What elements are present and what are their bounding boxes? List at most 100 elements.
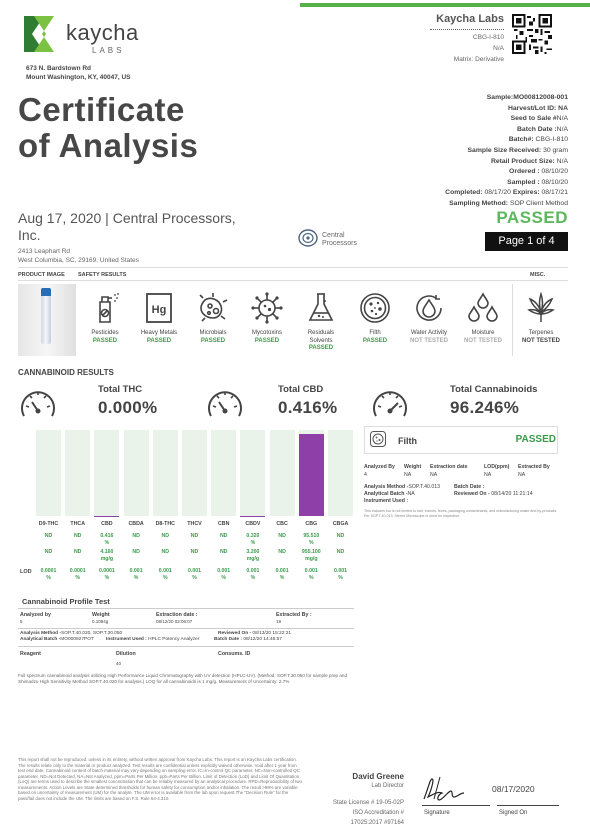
water-drop-icon — [416, 295, 442, 321]
category-label-d8-thc: D8-THC — [155, 521, 175, 527]
filth-batch: Analytical Batch -NA — [364, 491, 415, 497]
mgg-value-cbc: ND — [278, 549, 286, 555]
misc-heading: MISC. — [530, 272, 546, 278]
profile-divider — [18, 628, 354, 629]
percent-value-cbg: 95.510 % — [303, 533, 320, 546]
percent-value-cbga: ND — [336, 533, 345, 539]
profile-analyzed-by-label: Analyzed by — [20, 612, 51, 618]
bar-background-cbc — [269, 430, 295, 516]
filth-extracted-by: NA — [518, 472, 526, 478]
client-logo-text: Central Processors — [322, 232, 358, 247]
client-address: 2413 Leaphart Rd West Columbia, SC, 2916… — [18, 248, 139, 264]
lod-value-cbda: 0.001 % — [129, 568, 143, 581]
signer-credentials: State License # 19-05-02P ISO Accreditat… — [332, 800, 404, 826]
mgg-value-thca: ND — [73, 549, 82, 555]
lab-na: N/A — [493, 45, 504, 52]
lod-value-cbd: 0.0001 % — [98, 568, 115, 581]
qr-code-icon[interactable] — [512, 14, 552, 54]
petri-dish-icon — [360, 293, 390, 323]
filth-method: Analysis Method -SOP.T.40.013 — [364, 484, 441, 490]
terpene-leaf-icon — [527, 291, 555, 322]
filth-extracted-by-label: Extracted By — [518, 464, 550, 470]
cannabinoid-bar-chart — [36, 430, 353, 516]
heavy-metal-hg-icon: Hg — [146, 293, 172, 323]
filth-lod-label: LOD(ppm) — [484, 464, 510, 470]
lod-value-cbg: 0.001 % — [304, 568, 318, 581]
product-tube-image — [41, 288, 51, 344]
misc-divider — [512, 284, 513, 356]
bar-background-d9-thc — [36, 430, 61, 516]
filth-note: This includes but is not limited to hair… — [364, 509, 558, 518]
lod-value-thcv: 0.001 % — [188, 568, 201, 581]
profile-instrument: Instrument Used : HPLC Potency Analyzer — [106, 637, 200, 642]
bar-background-thca — [65, 430, 91, 516]
percent-value-cbdv: 0.320 % — [246, 533, 260, 546]
filth-instrument-label: Instrument Used : — [364, 498, 409, 504]
signer-name: David Greene — [352, 772, 404, 781]
profile-divider — [18, 646, 354, 647]
lod-value-thca: 0.0001 % — [69, 568, 86, 581]
category-label-thca: THCA — [70, 521, 86, 527]
mgg-value-cbdv: 3.200 mg/g — [246, 549, 260, 562]
profile-extracted-by-label: Extracted By : — [276, 612, 312, 618]
product-tube-cap — [41, 288, 51, 296]
profile-reagent-label: Reagent — [20, 651, 41, 657]
bar-background-cbd — [94, 430, 120, 516]
sample-details: Sample:MO00812008-001 Harvest/Lot ID: NA… — [445, 94, 568, 207]
profile-extraction-date-label: Extraction date : — [156, 612, 198, 618]
filth-reviewed: Reviewed On - 08/14/20 11:21:14 — [454, 491, 533, 497]
total-thc-value: 0.000% — [98, 398, 158, 417]
report-date-client: Aug 17, 2020 | Central Processors, Inc. — [18, 210, 236, 243]
bar-background-d8-thc — [152, 430, 178, 516]
mgg-value-thcv: ND — [190, 549, 199, 555]
profile-analyzed-by: 5 — [20, 619, 23, 624]
mgg-value-d8-thc: ND — [161, 549, 170, 555]
category-label-cbn: CBN — [217, 521, 230, 527]
profile-dilution-label: Dilution — [116, 651, 136, 657]
lod-value-cbga: 0.001 % — [334, 568, 347, 581]
filth-status: PASSED — [515, 434, 556, 445]
signer-role: Lab Director — [371, 783, 404, 789]
bar-background-cbda — [123, 430, 149, 516]
bar-background-cbdv — [240, 430, 266, 516]
petri-dish-icon — [370, 431, 386, 447]
lod-value-cbc: 0.001 % — [275, 568, 289, 581]
safety-heavy-metals: Hg Heavy Metals PASSED — [132, 290, 186, 345]
legal-disclaimer: This report shall not be reproduced, unl… — [18, 757, 302, 801]
overall-status-badge: PASSED — [496, 208, 568, 227]
filth-weight: NA — [404, 472, 412, 478]
signed-on-line — [497, 805, 559, 806]
filth-analyzed-by: 4 — [364, 472, 367, 478]
gauge-cbd-icon — [208, 391, 242, 417]
gauge-thc-icon — [21, 391, 55, 417]
percent-value-cbc: ND — [278, 533, 286, 539]
total-cannabinoids-label: Total Cannabinoids — [450, 384, 538, 395]
mgg-value-cbda: ND — [132, 549, 140, 555]
total-cbd-value: 0.416% — [278, 398, 338, 417]
spray-bottle-icon — [99, 293, 119, 323]
droplets-icon — [468, 292, 498, 322]
filth-batch-date: Batch Date : — [454, 484, 485, 490]
gauge-total-cannabinoids-icon — [373, 391, 407, 417]
mgg-value-cbd: 4.160 mg/g — [100, 549, 114, 562]
mgg-value-cbga: ND — [336, 549, 345, 555]
percent-value-cbda: ND — [132, 533, 140, 539]
bar-background-cbg — [298, 430, 324, 516]
profile-divider — [18, 608, 354, 609]
kaycha-logo-icon — [20, 12, 64, 56]
page-title: Certificate of Analysis — [18, 91, 199, 164]
profile-weight-label: Weight — [92, 612, 110, 618]
misc-terpenes: Terpenes NOT TESTED — [514, 290, 568, 345]
safety-results-heading: SAFETY RESULTS — [78, 272, 127, 278]
category-label-cbd: CBD — [101, 521, 113, 527]
filth-extraction-date: NA — [430, 472, 438, 478]
bar-background-cbn — [211, 430, 237, 516]
percent-value-cbd: 0.416 % — [100, 533, 114, 546]
page-indicator: Page 1 of 4 — [485, 232, 568, 251]
filth-title: Filth — [398, 436, 417, 446]
safety-water-activity: Water Activity NOT TESTED — [402, 290, 456, 345]
category-label-cbc: CBC — [276, 521, 288, 527]
signature-line — [422, 805, 490, 806]
signature-label: Signature — [424, 810, 450, 816]
handwritten-signature — [423, 776, 465, 801]
